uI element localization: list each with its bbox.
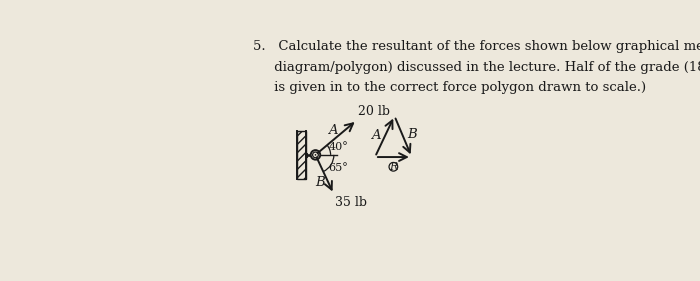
Text: is given in to the correct force polygon drawn to scale.): is given in to the correct force polygon…: [253, 81, 646, 94]
Text: B: B: [407, 128, 416, 141]
Text: 20 lb: 20 lb: [358, 105, 390, 118]
Text: A: A: [328, 124, 338, 137]
Text: 65°: 65°: [329, 163, 349, 173]
Bar: [306, 153, 307, 157]
Text: 5.   Calculate the resultant of the forces shown below graphical method (draw th: 5. Calculate the resultant of the forces…: [253, 40, 700, 53]
Text: diagram/polygon) discussed in the lecture. Half of the grade (18 ponts) allocate: diagram/polygon) discussed in the lectur…: [253, 61, 700, 74]
Bar: [297, 131, 306, 179]
Text: A: A: [371, 129, 380, 142]
Circle shape: [389, 162, 398, 171]
Text: B: B: [316, 176, 326, 189]
Circle shape: [314, 154, 316, 156]
Text: R: R: [389, 162, 398, 172]
Text: 40°: 40°: [328, 142, 348, 152]
Text: 35 lb: 35 lb: [335, 196, 367, 209]
Circle shape: [313, 152, 319, 158]
Circle shape: [311, 150, 320, 160]
